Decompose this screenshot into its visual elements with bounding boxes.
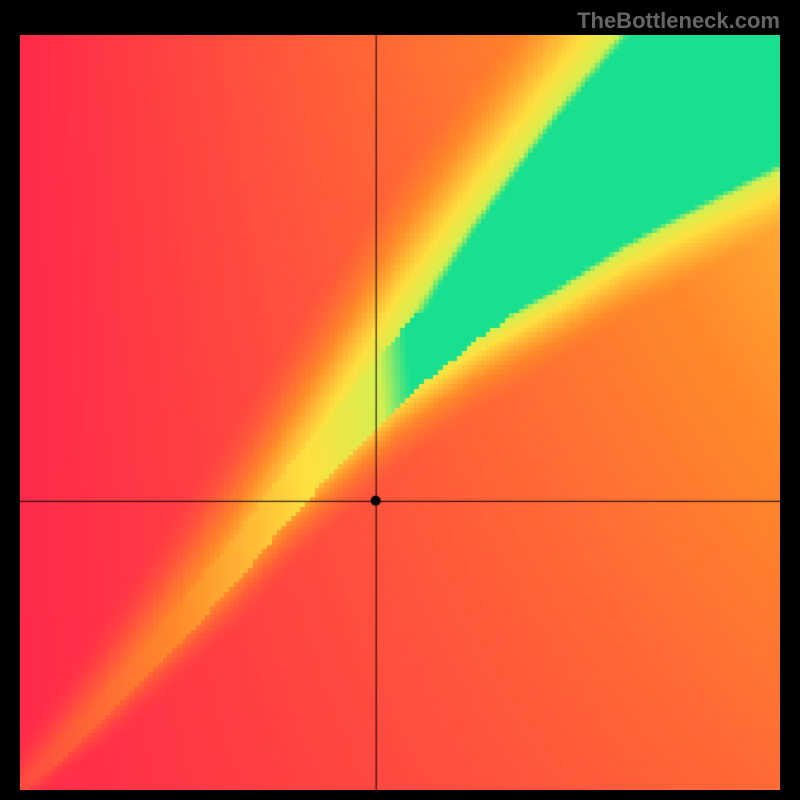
chart-container: { "watermark": { "text": "TheBottleneck.… — [0, 0, 800, 800]
bottleneck-heatmap — [20, 35, 780, 790]
watermark-text: TheBottleneck.com — [577, 8, 780, 34]
